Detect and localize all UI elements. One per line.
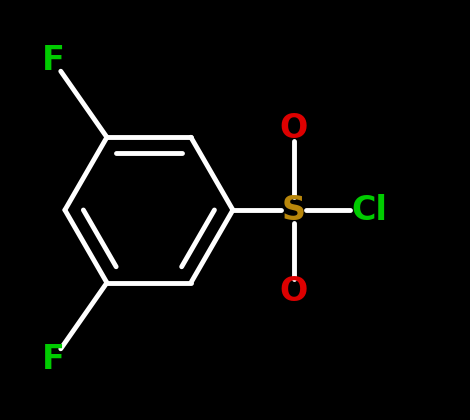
Text: O: O (280, 276, 308, 308)
Text: F: F (42, 45, 65, 77)
Text: F: F (42, 343, 65, 375)
Text: Cl: Cl (352, 194, 387, 226)
Text: O: O (280, 112, 308, 144)
Text: S: S (282, 194, 306, 226)
